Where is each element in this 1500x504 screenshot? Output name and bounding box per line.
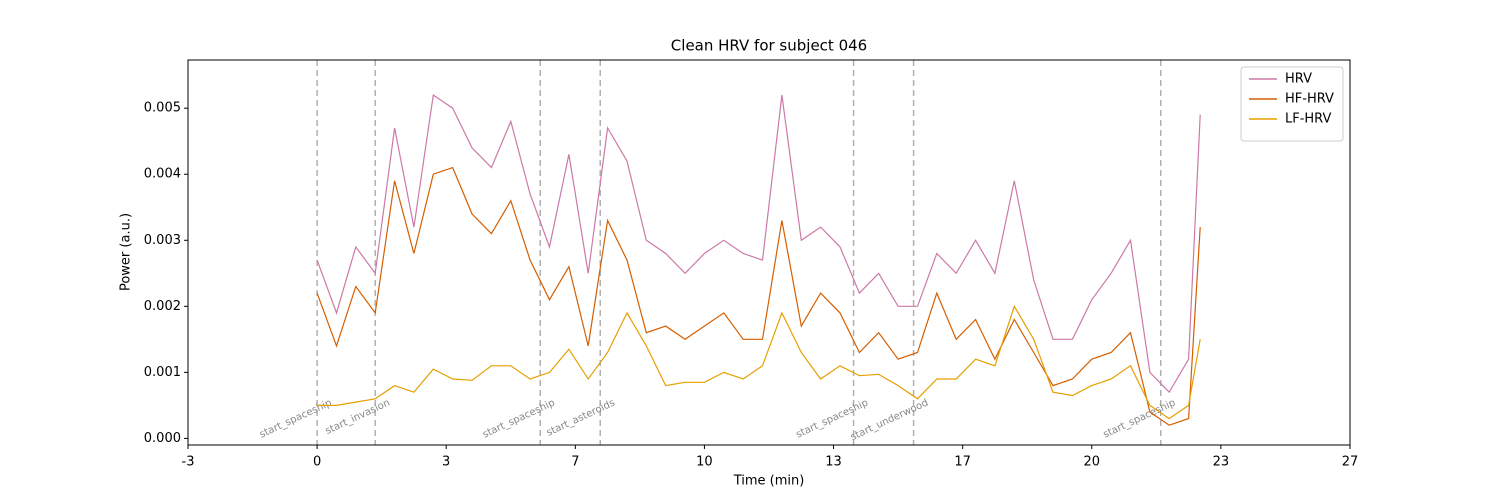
event-label: start_invasion — [324, 397, 392, 437]
x-tick-label: 23 — [1213, 455, 1230, 470]
series-line — [316, 166, 1201, 426]
x-tick-label: 20 — [1083, 455, 1100, 470]
x-tick-label: 17 — [954, 455, 971, 470]
x-axis-label: Time (min) — [733, 474, 805, 489]
y-tick-label: 0.000 — [144, 431, 181, 446]
x-tick-label: 0 — [313, 455, 321, 470]
x-tick-label: 10 — [696, 455, 713, 470]
legend-box — [1240, 66, 1344, 142]
x-tick-label: 27 — [1342, 455, 1359, 470]
series-line — [316, 93, 1201, 394]
legend-label: HRV — [1285, 72, 1312, 87]
x-tick-label: 3 — [442, 455, 450, 470]
event-label: start_spaceship — [1102, 397, 1178, 440]
series-line — [317, 304, 1201, 420]
x-tick-label: 13 — [825, 455, 842, 470]
event-label: start_spaceship — [258, 397, 334, 440]
chart-title: Clean HRV for subject 046 — [671, 37, 867, 55]
y-tick-label: 0.004 — [144, 167, 181, 182]
y-tick-label: 0.001 — [144, 365, 181, 380]
x-tick-label: 7 — [571, 455, 579, 470]
y-tick-label: 0.003 — [144, 233, 181, 248]
y-axis-label: Power (a.u.) — [119, 213, 134, 291]
x-tick-label: -3 — [182, 455, 195, 470]
legend-label: HF-HRV — [1285, 92, 1334, 107]
plot-frame — [187, 59, 1351, 446]
event-label: start_asteroids — [545, 397, 617, 438]
legend-label: LF-HRV — [1285, 112, 1332, 127]
y-tick-label: 0.005 — [144, 101, 181, 116]
event-label: start_spaceship — [481, 397, 557, 440]
y-tick-label: 0.002 — [144, 299, 181, 314]
